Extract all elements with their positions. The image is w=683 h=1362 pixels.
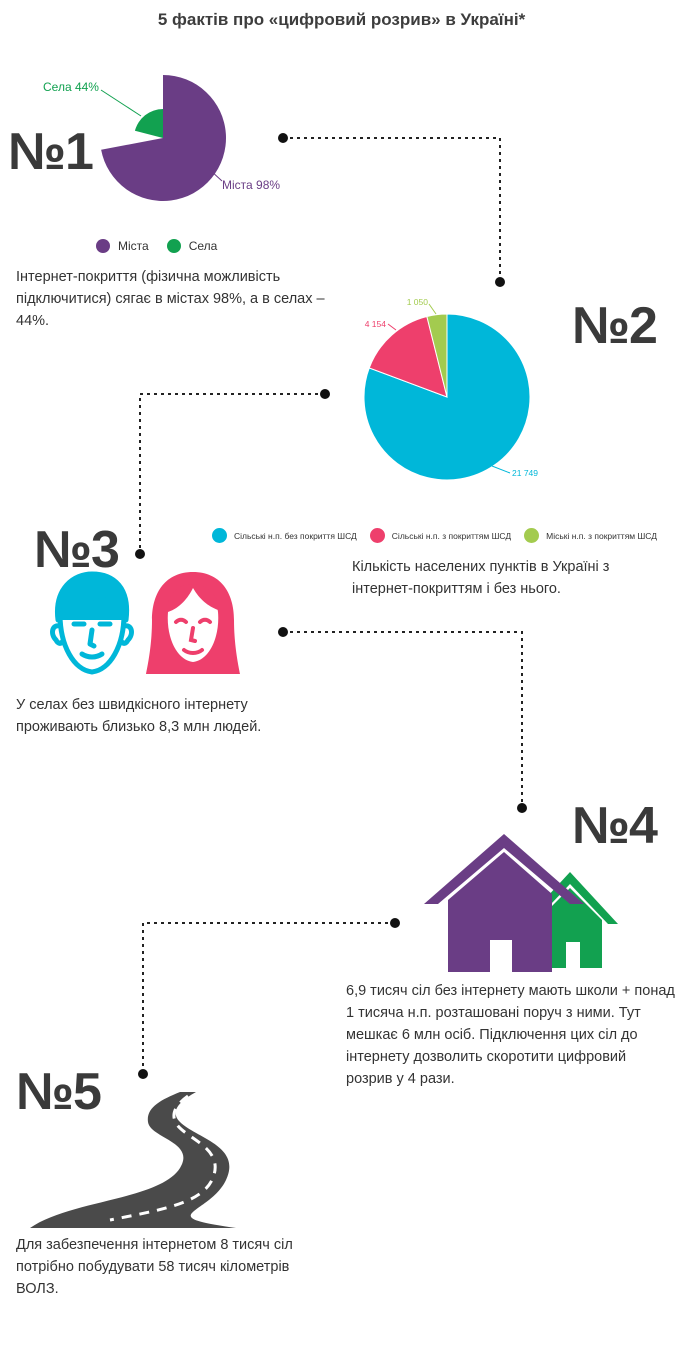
man-face-icon — [50, 571, 134, 675]
legend-label-rural-coverage: Сільські н.п. з покриттям ШСД — [391, 530, 512, 541]
connector-dot — [517, 803, 527, 813]
fact-2-number: №2 — [572, 297, 658, 355]
legend-swatch-urban-coverage — [524, 528, 540, 543]
pie-2-legend: Сільські н.п. без покриття ШСД Сільські … — [212, 528, 657, 543]
pie-2-label-rural-no-coverage: 21 749 — [512, 468, 538, 478]
pie-2-slice-rural-coverage — [368, 315, 448, 398]
pie-2-label-urban-coverage: 1 050 — [407, 297, 429, 307]
pie-2-label-rural-coverage: 4 154 — [365, 319, 387, 329]
connector-dot — [320, 389, 330, 399]
legend-swatch-rural-coverage — [369, 528, 385, 543]
fact-4-text: 6,9 тисяч сіл без інтернету мають школи … — [346, 983, 675, 1087]
road-icon — [30, 1092, 236, 1228]
connector-dot — [135, 549, 145, 559]
pie-1-leader-cities — [209, 169, 223, 182]
pie-1-slice-cities — [101, 75, 226, 201]
connector-dot — [278, 133, 288, 143]
pie-2-label-urban-coverage-leader — [428, 303, 437, 315]
fact-4-number: №4 — [572, 797, 658, 855]
pie-chart-1: Міста 98% Села 44% — [43, 75, 280, 201]
fact-1-text: Інтернет-покриття (фізична можливість пі… — [16, 269, 325, 329]
houses-icon — [424, 834, 618, 972]
pie-1-label-cities: Міста 98% — [222, 178, 280, 192]
legend-swatch-cities — [96, 239, 110, 253]
connector-dot — [278, 627, 288, 637]
pie-1-legend: Міста Села — [96, 239, 217, 253]
fact-1-number: №1 — [8, 123, 94, 181]
pie-1-leader-villages — [100, 89, 142, 117]
pie-2-slice-rural-no-coverage — [363, 313, 531, 481]
legend-label-cities: Міста — [118, 239, 149, 253]
legend-swatch-rural-no-coverage — [212, 528, 227, 543]
legend-swatch-villages — [166, 239, 181, 253]
legend-label-villages: Села — [188, 239, 218, 253]
connector-dot — [390, 918, 400, 928]
legend-label-rural-no-coverage: Сільські н.п. без покриття ШСД — [234, 530, 357, 541]
pie-2-label-rural-no-coverage-leader — [491, 465, 511, 474]
fact-3-text: У селах без швидкісного інтернету прожив… — [16, 697, 262, 735]
page-title: 5 фактів про «цифровий розрив» в Україні… — [157, 10, 526, 29]
pie-1-slice-villages — [134, 109, 163, 138]
fact-5-number: №5 — [16, 1063, 102, 1121]
pie-2-slice-urban-coverage — [426, 313, 448, 398]
pie-2-label-rural-coverage-leader — [387, 323, 397, 331]
pie-chart-2: 21 749 4 154 1 050 — [363, 297, 538, 481]
fact-2-text: Кількість населених пунктів в Україні з … — [352, 559, 610, 597]
fact-5-text: Для забезпечення інтернетом 8 тисяч сіл … — [16, 1237, 293, 1297]
legend-label-urban-coverage: Міські н.п. з покриттям ШСД — [546, 530, 657, 541]
pie-1-label-villages: Села 44% — [43, 80, 99, 94]
connector-dot — [495, 277, 505, 287]
connector-dot — [138, 1069, 148, 1079]
woman-face-icon — [146, 572, 240, 674]
fact-3-number: №3 — [34, 521, 120, 579]
